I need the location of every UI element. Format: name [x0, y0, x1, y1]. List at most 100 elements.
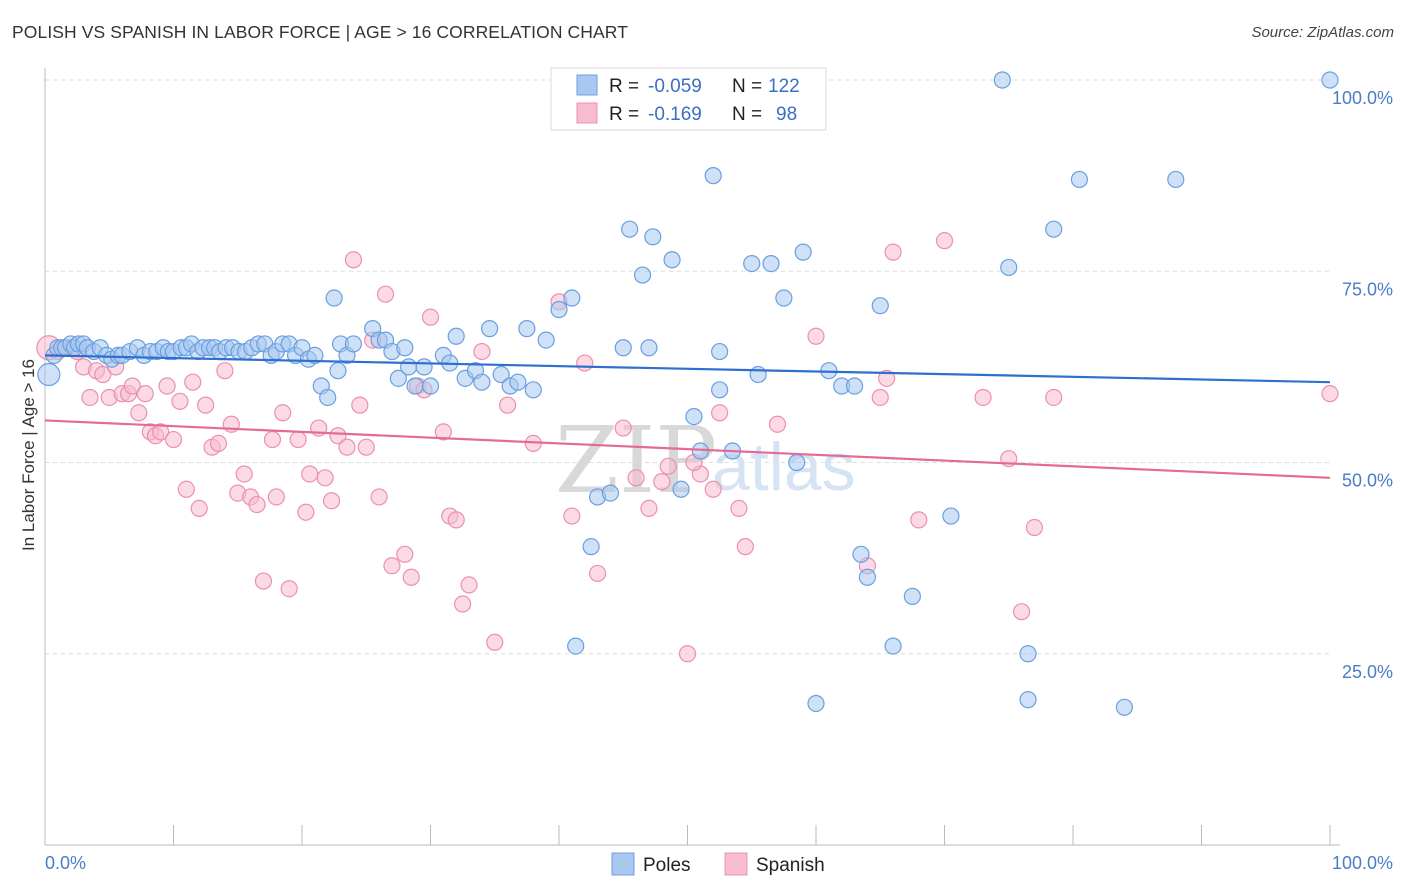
poles-point: [788, 453, 806, 472]
poles-point: [775, 289, 793, 307]
poles-point: [711, 342, 729, 361]
watermark: ZIP atlas: [555, 407, 856, 514]
spanish-point: [297, 503, 315, 521]
poles-point: [685, 408, 703, 426]
spanish-point: [736, 538, 754, 556]
y-tick-label-75: 75.0%: [1342, 279, 1393, 299]
spanish-point: [301, 465, 319, 483]
x-tick-label-0: 0.0%: [45, 853, 86, 873]
spanish-point: [884, 243, 902, 261]
spanish-point: [177, 480, 195, 498]
spanish-point: [376, 285, 395, 303]
poles-point: [329, 362, 347, 380]
poles-point: [942, 507, 960, 525]
poles-point: [884, 637, 902, 655]
poles-point: [614, 339, 632, 357]
spanish-point: [1321, 385, 1339, 403]
spanish-point: [871, 388, 889, 407]
poles-point: [633, 266, 652, 284]
poles-point: [871, 297, 889, 315]
poles-point: [749, 365, 767, 384]
poles-point: [447, 327, 465, 345]
trend-lines: [44, 354, 1331, 479]
poles-point: [845, 377, 864, 395]
legend-spanish-n-value: 98: [776, 104, 797, 125]
spanish-point: [289, 430, 307, 449]
spanish-point: [768, 415, 787, 433]
spanish-point: [640, 499, 658, 517]
legend-spanish-r-label: R =: [609, 104, 639, 125]
legend-poles-n-label: N =: [732, 76, 762, 97]
poles-point: [1167, 170, 1185, 189]
legend-poles-r-value: -0.059: [648, 76, 702, 97]
chart-title: POLISH VS SPANISH IN LABOR FORCE | AGE >…: [12, 22, 629, 42]
spanish-point: [974, 388, 992, 407]
poles-point: [711, 381, 729, 399]
bottom-legend-swatch-poles: [611, 852, 635, 876]
bottom-legend-swatch-spanish: [724, 852, 748, 876]
poles-point: [807, 694, 825, 713]
spanish-trend-line: [44, 419, 1331, 479]
spanish-point: [267, 488, 285, 506]
spanish-point: [357, 438, 375, 456]
spanish-point: [627, 469, 645, 487]
poles-point: [1115, 698, 1134, 716]
bottom-legend: Poles Spanish: [611, 852, 825, 876]
poles-point: [704, 167, 722, 185]
spanish-point: [711, 404, 729, 422]
poles-point: [492, 365, 510, 384]
x-tick-labels: 0.0% 100.0%: [45, 853, 1393, 873]
spanish-point: [171, 392, 189, 410]
spanish-point: [1012, 603, 1031, 621]
poles-point: [1019, 691, 1037, 709]
spanish-point: [280, 580, 298, 598]
legend-swatch-spanish: [576, 102, 598, 124]
spanish-point: [235, 465, 253, 483]
spanish-point: [197, 396, 215, 414]
poles-point: [400, 358, 418, 376]
spanish-point: [402, 568, 420, 586]
spanish-point: [678, 645, 697, 663]
spanish-point: [123, 377, 141, 395]
spanish-point: [209, 434, 228, 452]
x-tick-label-100: 100.0%: [1332, 853, 1393, 873]
watermark-atlas: atlas: [712, 429, 856, 505]
poles-point: [1000, 258, 1018, 277]
poles-point: [415, 358, 433, 376]
poles-point: [852, 545, 870, 563]
spanish-point: [184, 373, 202, 391]
poles-point: [644, 228, 662, 246]
poles-point: [344, 335, 362, 353]
spanish-point: [152, 423, 170, 441]
spanish-point: [136, 385, 154, 403]
spanish-point: [263, 430, 282, 449]
legend-spanish-n-label: N =: [732, 104, 762, 125]
spanish-point: [454, 595, 472, 613]
poles-points: [37, 71, 1339, 716]
spanish-point: [421, 308, 440, 326]
spanish-point: [383, 557, 401, 575]
poles-point: [903, 587, 921, 605]
poles-point: [306, 346, 324, 364]
spanish-point: [460, 576, 478, 594]
poles-point: [389, 369, 407, 387]
spanish-point: [396, 545, 414, 563]
axes: [44, 68, 1340, 846]
spanish-point: [344, 251, 362, 269]
spanish-point: [486, 633, 504, 651]
spanish-point: [1045, 388, 1063, 407]
poles-point: [672, 480, 690, 498]
y-tick-label-50: 50.0%: [1342, 471, 1393, 491]
legend-swatch-poles: [576, 74, 598, 96]
legend-poles-r-label: R =: [609, 76, 639, 97]
y-tick-labels: 25.0% 50.0% 75.0% 100.0%: [1332, 88, 1393, 682]
poles-point: [37, 362, 61, 387]
spanish-point: [730, 499, 748, 517]
spanish-point: [576, 354, 594, 372]
poles-point: [582, 538, 600, 556]
poles-point: [421, 377, 440, 395]
spanish-point: [1025, 518, 1044, 537]
spanish-point: [81, 388, 99, 407]
poles-point: [858, 568, 877, 586]
